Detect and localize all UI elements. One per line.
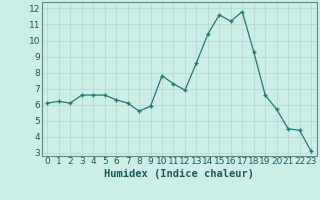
X-axis label: Humidex (Indice chaleur): Humidex (Indice chaleur) (104, 169, 254, 179)
